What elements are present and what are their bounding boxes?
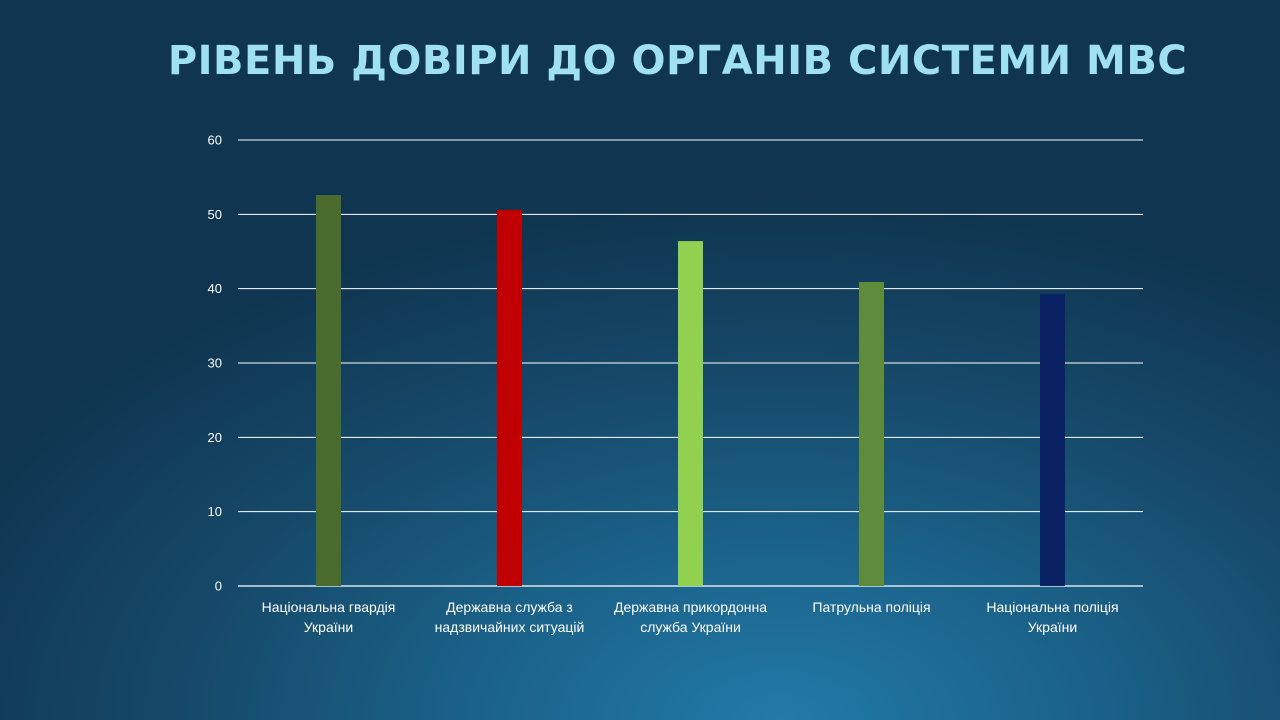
y-tick-label: 50 [208, 207, 222, 222]
bar [859, 281, 884, 586]
bars [316, 195, 1065, 587]
x-axis-category-labels: Національна гвардія України Державна служб… [262, 599, 1119, 635]
y-tick-label: 30 [208, 356, 222, 371]
bar [497, 209, 522, 586]
y-tick-label: 20 [208, 430, 222, 445]
x-category-label: Патрульна поліція [812, 599, 930, 615]
x-category-label: Національна гвардія України [262, 599, 396, 635]
y-tick-label: 60 [208, 133, 222, 148]
x-category-label: Державна прикордонна служба України [614, 599, 767, 635]
bar [678, 241, 703, 587]
slide-title: РІВЕНЬ ДОВІРИ ДО ОРГАНІВ СИСТЕМИ МВС [167, 38, 1188, 84]
y-tick-label: 10 [208, 504, 222, 519]
y-tick-label: 40 [208, 281, 222, 296]
y-axis-tick-labels: 0 10 20 30 40 50 60 [208, 133, 222, 594]
bar [316, 195, 341, 587]
bar [1040, 293, 1065, 586]
y-tick-label: 0 [215, 579, 222, 594]
x-category-label: Національна поліція України [986, 599, 1118, 635]
x-category-label: Державна служба з надзвичайних ситуацій [435, 599, 585, 635]
